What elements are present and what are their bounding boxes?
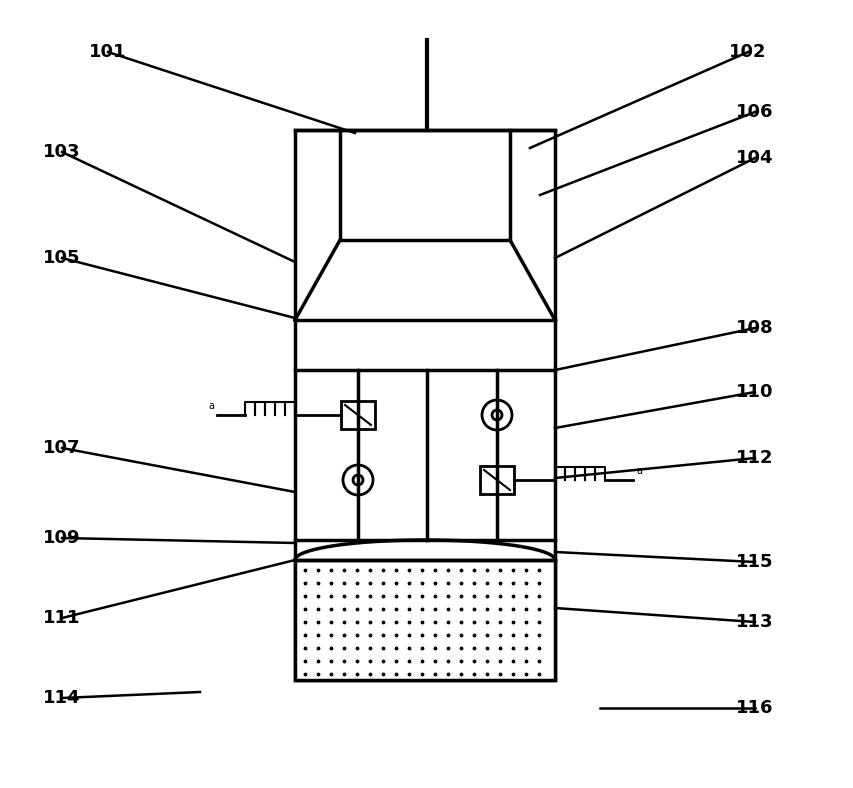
- Text: 106: 106: [735, 103, 773, 121]
- Text: 110: 110: [735, 383, 773, 401]
- Text: 101: 101: [90, 43, 126, 61]
- Bar: [294, 560, 554, 680]
- Bar: [340, 401, 374, 429]
- Bar: [479, 466, 514, 494]
- Text: 109: 109: [44, 529, 81, 547]
- Text: 108: 108: [735, 319, 773, 337]
- Text: 102: 102: [728, 43, 766, 61]
- Text: 104: 104: [735, 149, 773, 167]
- Text: 116: 116: [735, 699, 773, 717]
- Text: 114: 114: [44, 689, 81, 707]
- Text: 112: 112: [735, 449, 773, 467]
- Text: 115: 115: [735, 553, 773, 571]
- Text: a: a: [208, 401, 214, 411]
- Text: 105: 105: [44, 249, 81, 267]
- Text: 103: 103: [44, 143, 81, 161]
- Text: 113: 113: [735, 613, 773, 631]
- Circle shape: [343, 465, 373, 495]
- Bar: [294, 130, 554, 680]
- Text: 111: 111: [44, 609, 81, 627]
- Text: 107: 107: [44, 439, 81, 457]
- Circle shape: [481, 400, 512, 430]
- Bar: [339, 130, 509, 240]
- Text: a: a: [635, 466, 641, 476]
